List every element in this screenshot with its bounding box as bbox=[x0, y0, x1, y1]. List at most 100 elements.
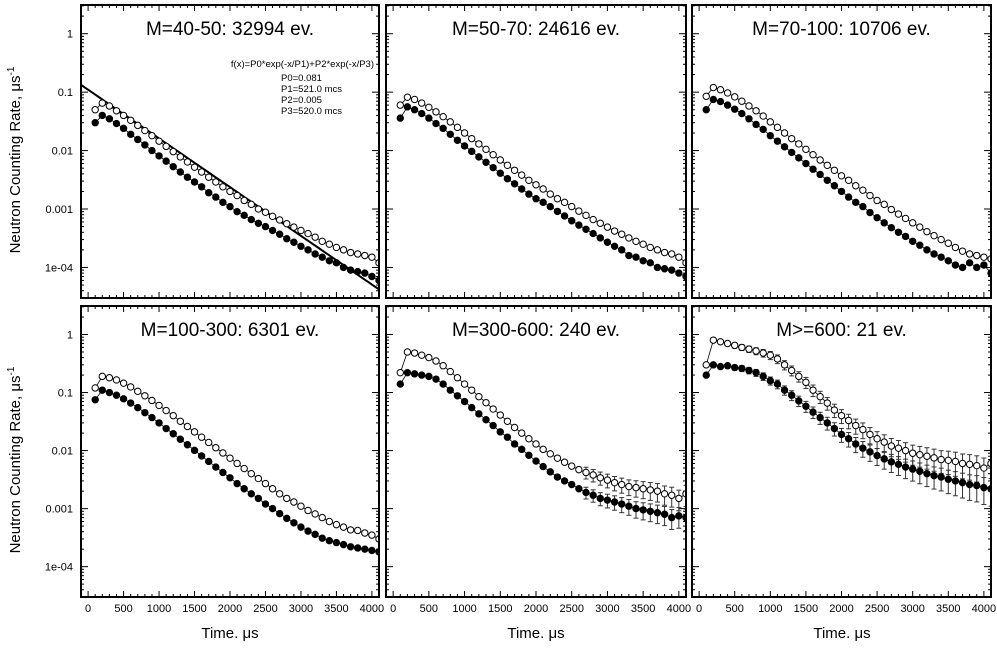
data-point-open bbox=[439, 362, 447, 370]
data-point-filled bbox=[809, 408, 817, 416]
data-point-open bbox=[568, 462, 576, 470]
x-tick-label: 500 bbox=[726, 603, 744, 615]
data-point-filled bbox=[212, 463, 220, 471]
x-axis-title-3: Time. μs bbox=[813, 625, 870, 642]
data-point-open bbox=[632, 483, 640, 492]
data-point-open bbox=[403, 348, 412, 356]
data-point-filled bbox=[780, 386, 789, 394]
data-point-open bbox=[496, 156, 504, 164]
data-point-filled bbox=[226, 474, 234, 482]
data-point-open bbox=[453, 374, 462, 382]
data-point-filled bbox=[205, 189, 213, 197]
data-point-filled bbox=[482, 416, 490, 424]
data-point-filled bbox=[632, 504, 640, 513]
data-point-filled bbox=[894, 228, 903, 236]
data-point-open bbox=[126, 383, 135, 391]
data-point-filled bbox=[575, 221, 583, 229]
data-point-open bbox=[539, 445, 547, 454]
data-point-open bbox=[830, 166, 839, 174]
data-point-filled bbox=[660, 510, 669, 518]
data-point-open bbox=[432, 108, 440, 116]
data-point-open bbox=[837, 411, 846, 420]
data-point-open bbox=[582, 211, 590, 220]
data-point-open bbox=[716, 86, 725, 94]
data-point-filled bbox=[873, 214, 881, 222]
data-point-filled bbox=[675, 269, 683, 277]
data-point-open bbox=[731, 93, 739, 101]
data-point-open bbox=[553, 195, 562, 203]
data-point-filled bbox=[745, 366, 753, 375]
data-point-filled bbox=[425, 372, 433, 381]
data-point-open bbox=[489, 151, 497, 159]
data-point-filled bbox=[283, 514, 291, 523]
data-point-open bbox=[410, 349, 419, 357]
data-point-open bbox=[625, 482, 633, 491]
data-point-open bbox=[247, 469, 255, 478]
data-point-open bbox=[795, 372, 803, 381]
data-point-open bbox=[923, 452, 931, 460]
data-point-open bbox=[91, 384, 99, 392]
data-point-open bbox=[880, 200, 888, 209]
data-point-filled bbox=[439, 380, 447, 388]
data-point-filled bbox=[155, 419, 163, 427]
x-tick-label: 3000 bbox=[289, 603, 313, 615]
data-point-filled bbox=[773, 137, 782, 145]
data-point-filled bbox=[589, 491, 597, 499]
data-point-filled bbox=[618, 500, 626, 508]
data-point-filled bbox=[646, 259, 654, 267]
data-point-open bbox=[233, 191, 241, 200]
data-point-filled bbox=[460, 397, 469, 406]
data-point-open bbox=[219, 183, 227, 191]
data-point-open bbox=[112, 107, 121, 115]
data-point-filled bbox=[866, 448, 874, 456]
data-point-open bbox=[675, 494, 683, 503]
data-point-filled bbox=[802, 402, 810, 410]
data-point-filled bbox=[901, 463, 910, 471]
data-point-open bbox=[297, 502, 305, 510]
data-point-filled bbox=[958, 263, 967, 272]
data-point-filled bbox=[965, 259, 974, 267]
data-point-open bbox=[632, 237, 640, 246]
data-point-filled bbox=[675, 512, 683, 520]
fit-param: P3=520.0 mcs bbox=[281, 106, 342, 117]
data-point-filled bbox=[639, 257, 647, 265]
data-point-filled bbox=[553, 473, 562, 481]
data-point-open bbox=[908, 449, 917, 457]
data-point-open bbox=[702, 92, 710, 100]
data-point-filled bbox=[546, 202, 554, 211]
data-point-filled bbox=[126, 399, 135, 407]
data-point-filled bbox=[205, 457, 213, 466]
y-axis-title-top: Neutron Counting Rate, μs-1 bbox=[6, 66, 24, 253]
data-point-filled bbox=[916, 467, 924, 475]
data-point-filled bbox=[787, 148, 796, 157]
data-point-filled bbox=[830, 182, 839, 190]
data-point-open bbox=[787, 366, 796, 375]
data-point-filled bbox=[375, 276, 378, 284]
panel-6: 0 500 1000 1500 2000 2500 3000 3500 4000 M>=600: … bbox=[691, 305, 996, 615]
data-point-open bbox=[766, 351, 775, 359]
data-point-open bbox=[148, 131, 156, 140]
data-point-filled bbox=[418, 371, 426, 379]
data-point-filled bbox=[346, 266, 355, 274]
data-point-open bbox=[346, 248, 355, 257]
data-point-filled bbox=[141, 408, 149, 417]
y-tick-label: 0.01 bbox=[52, 146, 73, 158]
data-point-filled bbox=[410, 370, 419, 378]
data-point-filled bbox=[944, 257, 952, 265]
data-point-filled bbox=[482, 158, 490, 167]
data-point-filled bbox=[518, 445, 526, 454]
data-point-open bbox=[773, 123, 782, 132]
data-point-open bbox=[646, 243, 654, 252]
data-point-filled bbox=[930, 250, 938, 258]
x-axis-title-2: Time. μs bbox=[507, 625, 564, 642]
data-point-filled bbox=[233, 479, 241, 488]
series-line-open bbox=[399, 351, 685, 499]
data-point-filled bbox=[290, 519, 298, 527]
data-point-filled bbox=[731, 105, 739, 113]
data-point-filled bbox=[568, 217, 576, 225]
x-tick-label: 2000 bbox=[218, 603, 242, 615]
data-point-open bbox=[809, 151, 817, 159]
x-tick-label: 2500 bbox=[253, 603, 277, 615]
data-point-open bbox=[148, 396, 156, 405]
